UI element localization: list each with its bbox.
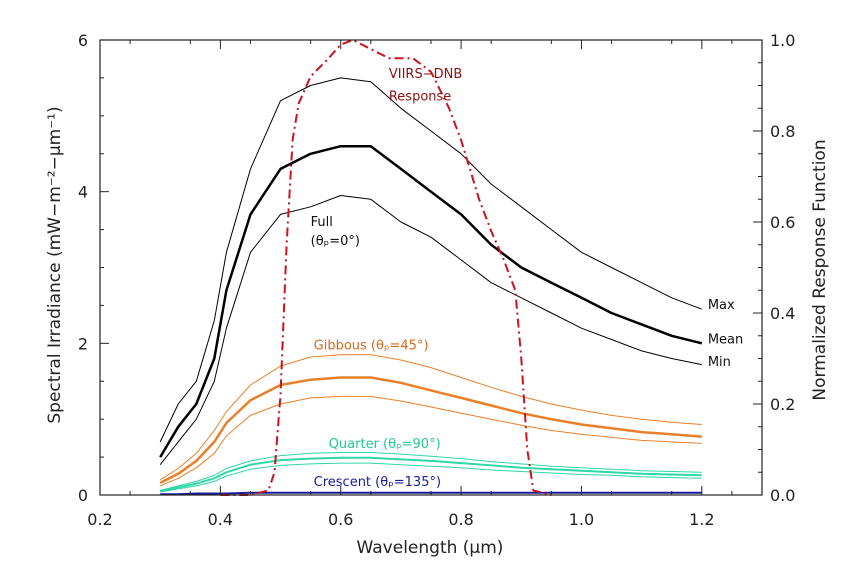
series-line-0	[159, 77, 702, 443]
y-left-tick-label: 4	[78, 183, 88, 202]
y-right-tick-label: 0.2	[770, 395, 795, 414]
plot-frame	[99, 39, 763, 496]
annotation-label: Min	[708, 355, 731, 370]
axis-ticks: 0.2 0.4 0.6 0.8 1.0 1.2 0 2 4 6 0.0 0.2 0.4 0.6 0.8 1.0	[78, 31, 796, 529]
x-tick-label: 1.0	[569, 510, 594, 529]
annotation-label: Full	[311, 215, 333, 230]
y-left-tick-label: 2	[78, 334, 88, 353]
y-right-tick-label: 0.6	[770, 213, 795, 232]
y-right-tick-label: 0.4	[770, 304, 795, 323]
annotation-label: Gibbous (θₚ=45°)	[314, 338, 429, 353]
x-axis-label: Wavelength (μm)	[357, 538, 504, 558]
annotation-label: Crescent (θₚ=135°)	[314, 475, 441, 490]
x-tick-label: 0.8	[448, 510, 473, 529]
y-axis-right-label: Normalized Response Function	[810, 139, 830, 400]
y-left-tick-label: 6	[78, 31, 88, 50]
y-left-tick-label: 0	[78, 486, 88, 505]
annotations: VIIRS−DNB Response Full (θₚ=0°) Max Mean Min Gi…	[311, 67, 744, 490]
annotation-label: VIIRS−DNB	[389, 67, 462, 82]
annotation-label: Response	[389, 90, 451, 105]
series-line-4	[159, 376, 702, 485]
y-right-tick-label: 1.0	[770, 31, 795, 50]
y-right-tick-label: 0.8	[770, 122, 795, 141]
viirs-dnb-response-line	[220, 39, 552, 496]
series-line-3	[159, 354, 702, 481]
plot-area	[159, 39, 703, 496]
series-line-2	[159, 195, 702, 466]
annotation-label: Quarter (θₚ=90°)	[329, 437, 441, 452]
x-tick-label: 0.2	[87, 510, 112, 529]
x-tick-label: 0.6	[328, 510, 353, 529]
series-line-9	[160, 491, 702, 496]
series-line-5	[160, 395, 702, 487]
annotation-label: (θₚ=0°)	[311, 234, 360, 249]
series-line-6	[160, 452, 702, 491]
y-right-tick-label: 0.0	[770, 486, 795, 505]
annotation-label: Max	[708, 298, 735, 313]
axes-frame	[99, 39, 763, 496]
series-line-1	[159, 144, 703, 458]
series-line-8	[160, 462, 702, 493]
annotation-label: Mean	[708, 332, 743, 347]
y-axis-left-label: Spectral Irradiance (mW−m⁻²−μm⁻¹)	[45, 106, 65, 423]
x-tick-label: 1.2	[689, 510, 714, 529]
series-line-7	[159, 456, 702, 493]
x-tick-label: 0.4	[208, 510, 233, 529]
